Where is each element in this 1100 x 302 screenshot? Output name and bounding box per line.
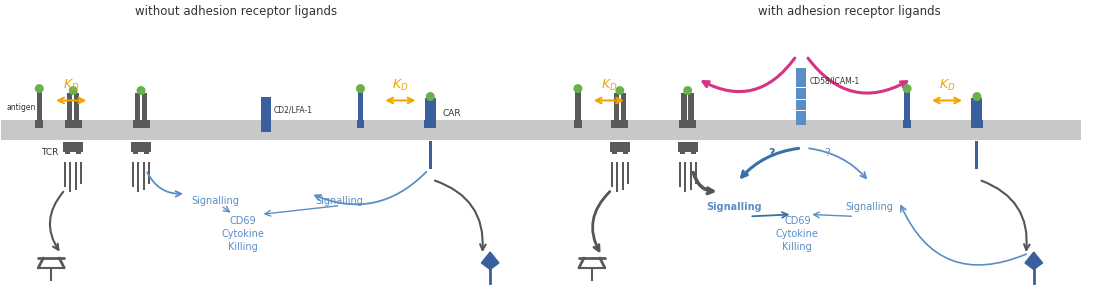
Bar (143, 162, 145, 190)
Bar (132, 162, 134, 187)
Bar (35, 120, 43, 128)
Bar (609, 142, 630, 152)
Circle shape (427, 93, 434, 100)
Bar (679, 162, 681, 187)
Bar (147, 162, 150, 184)
Text: $\mathit{K}_D$: $\mathit{K}_D$ (63, 77, 79, 92)
Bar (796, 110, 806, 111)
Circle shape (574, 85, 582, 92)
Bar (75, 162, 77, 190)
Bar (429, 141, 432, 169)
Text: CD2/LFA-1: CD2/LFA-1 (274, 105, 312, 114)
Bar (63, 142, 84, 152)
Bar (65, 152, 70, 154)
Bar (690, 162, 692, 190)
Bar (425, 98, 436, 120)
Text: CAR: CAR (442, 109, 461, 118)
Bar (133, 152, 138, 154)
Bar (575, 91, 581, 120)
Text: Signalling: Signalling (316, 196, 363, 206)
Bar (67, 92, 73, 120)
Bar (612, 152, 617, 154)
Text: ?: ? (824, 148, 830, 158)
Bar (796, 99, 806, 100)
Bar (135, 92, 141, 120)
Bar (680, 152, 684, 154)
Text: Signalling: Signalling (706, 201, 762, 211)
Circle shape (974, 93, 981, 100)
Text: Signalling: Signalling (845, 201, 893, 211)
Bar (691, 152, 695, 154)
Circle shape (35, 85, 43, 92)
Bar (976, 141, 978, 169)
Text: Signalling: Signalling (191, 196, 239, 206)
Polygon shape (1025, 252, 1043, 269)
Bar (76, 152, 81, 154)
Bar (904, 91, 910, 120)
Bar (64, 162, 66, 187)
Bar (610, 162, 613, 187)
Bar (74, 92, 79, 120)
Bar (623, 152, 628, 154)
Text: $\mathit{K}_D$: $\mathit{K}_D$ (938, 77, 955, 92)
Bar (133, 120, 150, 128)
Text: TCR: TCR (42, 148, 58, 157)
Bar (261, 97, 271, 132)
Text: CD58/ICAM-1: CD58/ICAM-1 (810, 77, 859, 85)
Bar (679, 120, 696, 128)
Bar (538, 120, 1081, 140)
Polygon shape (482, 252, 499, 269)
Bar (358, 91, 363, 120)
Bar (425, 120, 437, 128)
Bar (627, 162, 629, 184)
Text: CD69
Cytokine
Killing: CD69 Cytokine Killing (776, 217, 818, 252)
Bar (678, 142, 697, 152)
Bar (356, 120, 364, 128)
Bar (1, 120, 540, 140)
Bar (620, 92, 626, 120)
Circle shape (684, 87, 692, 94)
Bar (681, 92, 686, 120)
Bar (69, 162, 72, 192)
Bar (971, 98, 982, 120)
Bar (65, 120, 81, 128)
Bar (683, 162, 685, 192)
Bar (689, 92, 694, 120)
Bar (144, 152, 148, 154)
Bar (796, 68, 806, 125)
Bar (36, 91, 42, 120)
Bar (621, 162, 624, 190)
Bar (694, 162, 696, 184)
Circle shape (69, 87, 77, 94)
Circle shape (138, 87, 145, 94)
Bar (80, 162, 82, 184)
Text: $\mathit{K}_D$: $\mathit{K}_D$ (601, 77, 617, 92)
Bar (971, 120, 983, 128)
Bar (131, 142, 151, 152)
Bar (142, 92, 147, 120)
Text: $\mathit{K}_D$: $\mathit{K}_D$ (392, 77, 408, 92)
Circle shape (356, 85, 364, 92)
Text: without adhesion receptor ligands: without adhesion receptor ligands (134, 5, 337, 18)
Bar (612, 120, 628, 128)
Text: ?: ? (768, 148, 774, 158)
Bar (616, 162, 618, 192)
Text: CD69
Cytokine
Killing: CD69 Cytokine Killing (221, 217, 264, 252)
Bar (796, 87, 806, 88)
Bar (614, 92, 619, 120)
Circle shape (903, 85, 911, 92)
Circle shape (616, 87, 624, 94)
Bar (574, 120, 582, 128)
Bar (903, 120, 911, 128)
Text: antigen: antigen (7, 103, 36, 112)
Text: with adhesion receptor ligands: with adhesion receptor ligands (758, 5, 940, 18)
Bar (136, 162, 139, 192)
